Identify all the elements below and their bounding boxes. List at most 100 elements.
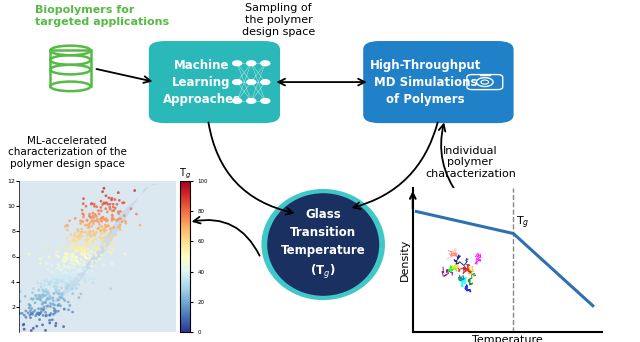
Point: [41, 298, 51, 303]
Point: [88, 219, 98, 224]
Point: [107, 261, 117, 267]
Point: [36, 281, 46, 286]
Point: [81, 242, 92, 247]
Point: [72, 267, 83, 272]
Point: [53, 277, 63, 282]
Point: [53, 277, 63, 282]
Point: [69, 237, 79, 242]
Point: [56, 277, 67, 283]
Point: [86, 215, 96, 220]
Point: [78, 219, 88, 224]
Point: [64, 238, 74, 244]
Point: [71, 259, 81, 264]
Point: [61, 252, 72, 258]
Point: [51, 308, 61, 314]
Point: [20, 294, 30, 299]
Point: [62, 254, 72, 260]
Point: [37, 292, 47, 298]
Point: [67, 244, 77, 250]
Point: [35, 261, 45, 266]
Point: [100, 242, 110, 248]
Point: [90, 233, 100, 238]
Point: [79, 250, 89, 255]
Point: [55, 294, 65, 300]
Point: [83, 247, 93, 252]
Point: [45, 304, 56, 309]
Point: [100, 201, 110, 206]
Point: [109, 225, 119, 230]
Point: [96, 205, 106, 210]
Point: [82, 237, 92, 243]
Point: [77, 252, 87, 258]
Point: [77, 248, 87, 253]
Point: [42, 313, 52, 318]
Point: [86, 249, 96, 254]
Point: [93, 243, 103, 248]
Point: [33, 287, 44, 292]
Point: [51, 321, 61, 326]
Point: [67, 255, 77, 260]
Point: [65, 279, 75, 284]
Point: [40, 289, 51, 294]
Point: [104, 249, 115, 255]
Point: [86, 243, 96, 248]
Point: [48, 302, 58, 307]
Point: [99, 185, 109, 191]
Point: [43, 303, 53, 308]
Point: [34, 296, 44, 301]
Point: [101, 219, 111, 224]
Point: [67, 286, 77, 292]
Point: [37, 322, 47, 328]
Point: [47, 269, 57, 274]
Point: [28, 290, 38, 295]
Point: [111, 232, 121, 238]
Point: [79, 237, 90, 243]
Point: [51, 272, 61, 277]
Point: [63, 275, 74, 281]
Point: [73, 245, 83, 250]
Point: [33, 306, 44, 312]
Point: [109, 216, 119, 222]
Point: [119, 200, 129, 206]
Point: [63, 282, 74, 288]
Text: Biopolymers for
targeted applications: Biopolymers for targeted applications: [35, 5, 170, 27]
Point: [79, 212, 89, 218]
Point: [61, 281, 72, 286]
Point: [93, 226, 103, 232]
Point: [63, 265, 74, 270]
Point: [31, 295, 42, 301]
Point: [93, 219, 104, 225]
Point: [73, 246, 83, 251]
Point: [67, 258, 77, 264]
Point: [73, 247, 83, 253]
Point: [108, 201, 118, 207]
Point: [48, 295, 58, 301]
Point: [89, 201, 99, 207]
Point: [41, 313, 51, 319]
Text: T$_g$: T$_g$: [516, 215, 529, 231]
Point: [83, 225, 93, 230]
Point: [74, 268, 84, 274]
Point: [106, 229, 116, 235]
Point: [101, 216, 111, 221]
Point: [84, 276, 95, 281]
Point: [79, 248, 90, 253]
Point: [106, 225, 116, 231]
Point: [60, 298, 70, 303]
Point: [97, 215, 108, 221]
Point: [80, 279, 90, 285]
Point: [52, 280, 63, 286]
Point: [67, 246, 77, 251]
Point: [84, 256, 95, 261]
Point: [50, 310, 60, 316]
Point: [84, 213, 94, 219]
Point: [60, 273, 70, 278]
Point: [108, 225, 118, 231]
Point: [85, 263, 95, 269]
Point: [70, 237, 80, 242]
Point: [58, 324, 68, 329]
Point: [67, 309, 77, 315]
Point: [87, 238, 97, 244]
Point: [38, 306, 48, 312]
Point: [56, 303, 66, 308]
